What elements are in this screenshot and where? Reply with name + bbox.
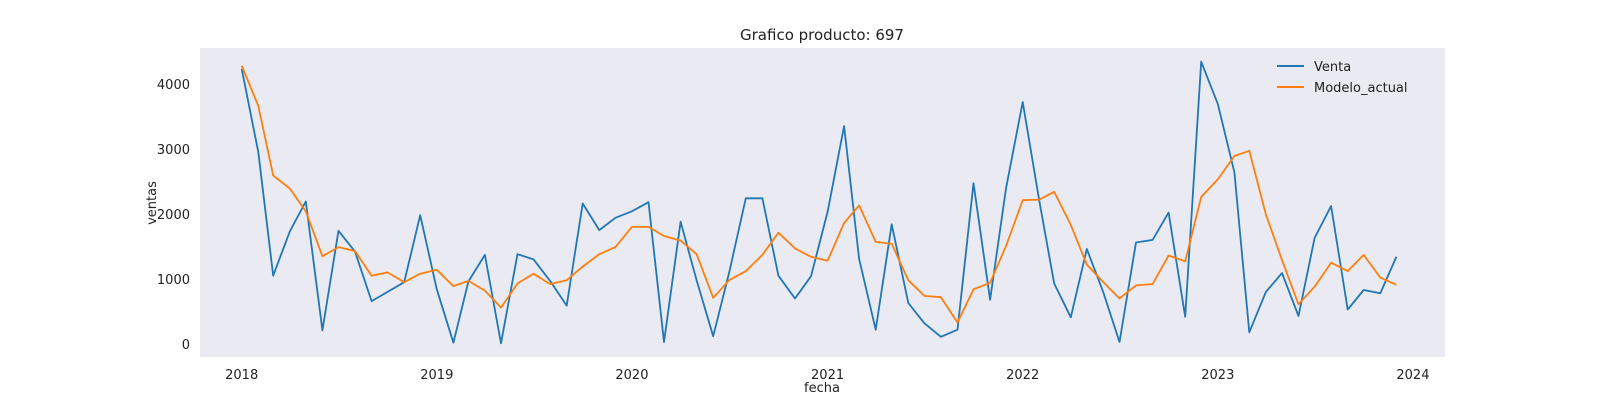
series-lines: [240, 60, 1398, 345]
x-tick-label: 2024: [1396, 368, 1429, 383]
y-tick-label: 2000: [157, 208, 190, 223]
series-line-modelo-actual: [240, 65, 1397, 324]
y-tick-label: 1000: [157, 273, 190, 288]
legend-label: Venta: [1314, 60, 1351, 75]
x-tick-label: 2022: [1006, 368, 1039, 383]
x-tick-label: 2019: [420, 368, 453, 383]
y-axis-label: ventas: [145, 181, 160, 225]
x-axis-ticks: 2018 2019 2020 2021 2022 2023 2024: [225, 368, 1429, 383]
series-line-venta: [240, 60, 1398, 345]
x-tick-label: 2020: [615, 368, 648, 383]
x-axis-label: fecha: [804, 381, 840, 396]
x-tick-label: 2023: [1201, 368, 1234, 383]
y-tick-label: 4000: [157, 78, 190, 93]
legend-label: Modelo_actual: [1314, 81, 1408, 96]
y-tick-label: 3000: [157, 143, 190, 158]
legend: Venta Modelo_actual: [1277, 60, 1408, 96]
x-tick-label: 2018: [225, 368, 258, 383]
y-axis-ticks: 0 1000 2000 3000 4000: [157, 78, 190, 353]
y-tick-label: 0: [182, 338, 190, 353]
chart-title: Grafico producto: 697: [740, 26, 904, 44]
x-tick-label: 2021: [811, 368, 844, 383]
